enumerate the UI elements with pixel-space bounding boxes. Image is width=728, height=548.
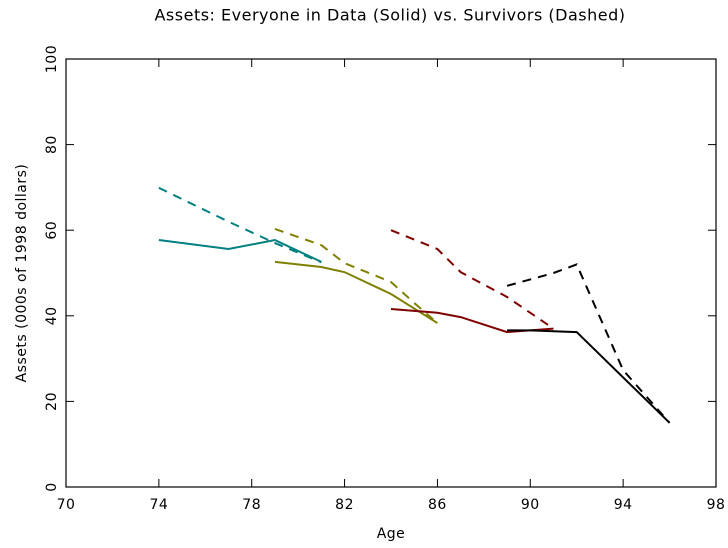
y-tick-label: 100: [44, 45, 60, 73]
x-tick-label: 86: [428, 497, 447, 513]
y-tick-label: 40: [44, 306, 60, 325]
x-tick-label: 74: [149, 497, 168, 513]
y-axis-label: Assets (000s of 1998 dollars): [14, 164, 30, 383]
x-tick-label: 82: [335, 497, 354, 513]
series-line: [274, 260, 438, 324]
y-tick-label: 0: [44, 482, 60, 491]
series-line: [158, 186, 322, 264]
plot-frame: [65, 58, 717, 488]
x-tick-label: 98: [707, 497, 726, 513]
series-line: [158, 239, 322, 263]
x-tick-label: 70: [57, 497, 76, 513]
y-tick-label: 60: [44, 221, 60, 240]
series-line: [274, 227, 439, 324]
y-tick-label: 80: [44, 135, 60, 154]
x-tick-label: 78: [242, 497, 261, 513]
series-line: [507, 329, 671, 424]
series-line: [506, 263, 671, 424]
y-tick-label: 20: [44, 392, 60, 411]
x-tick-label: 94: [614, 497, 633, 513]
x-tick-label: 90: [521, 497, 540, 513]
chart-title: Assets: Everyone in Data (Solid) vs. Sur…: [154, 6, 625, 25]
series-line: [390, 229, 555, 330]
x-axis-label: Age: [377, 526, 406, 542]
